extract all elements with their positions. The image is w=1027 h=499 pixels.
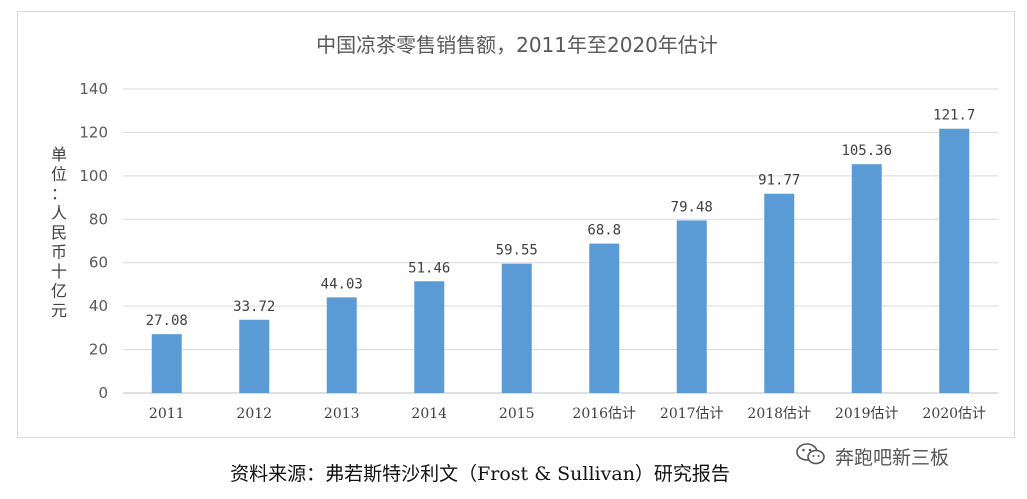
bar xyxy=(414,281,445,393)
x-tick-label: 2011 xyxy=(149,406,185,422)
bars xyxy=(151,128,970,393)
y-tick-label: 80 xyxy=(89,210,108,228)
x-tick-label: 2012 xyxy=(236,406,272,422)
chart-svg: 中国凉茶零售销售额，2011年至2020年估计 0 20 40 60 80 100 120 1… xyxy=(51,33,998,422)
data-label: 51.46 xyxy=(408,260,450,276)
y-axis-label-char: ： xyxy=(51,184,67,203)
bar xyxy=(676,220,707,393)
bar xyxy=(939,128,970,393)
data-label: 79.48 xyxy=(671,199,713,215)
source-note: 资料来源：弗若斯特沙利文（Frost & Sullivan）研究报告 xyxy=(230,463,730,485)
bar xyxy=(851,164,882,393)
data-labels: 27.08 33.72 44.03 51.46 59.55 68.8 79.48 91.77 1… xyxy=(146,108,976,329)
x-tick-label: 2020估计 xyxy=(922,406,986,422)
y-tick-labels: 0 20 40 60 80 100 120 140 xyxy=(79,80,108,402)
y-tick-label: 40 xyxy=(89,297,108,315)
y-axis-label-char: 十 xyxy=(51,262,67,281)
y-tick-label: 0 xyxy=(98,384,108,402)
bar xyxy=(501,263,532,393)
x-tick-label: 2015 xyxy=(499,406,535,422)
y-axis-label-char: 元 xyxy=(51,301,67,320)
y-axis-label-char: 亿 xyxy=(51,282,67,301)
y-axis-label-char: 位 xyxy=(51,165,67,184)
data-label: 105.36 xyxy=(841,143,892,159)
y-tick-label: 100 xyxy=(79,167,108,185)
y-tick-label: 120 xyxy=(79,123,108,141)
bar xyxy=(764,193,795,393)
bar xyxy=(589,243,620,393)
data-label: 33.72 xyxy=(233,299,275,315)
data-label: 121.7 xyxy=(933,108,975,124)
chart-frame: 中国凉茶零售销售额，2011年至2020年估计 0 20 40 60 80 100 120 1… xyxy=(17,11,1015,438)
data-label: 44.03 xyxy=(321,276,363,292)
x-tick-label: 2013 xyxy=(324,406,360,422)
x-tick-label: 2016估计 xyxy=(572,406,636,422)
bar xyxy=(326,297,357,393)
x-tick-labels: 2011 2012 2013 2014 2015 2016估计 2017估计 2018估计 20… xyxy=(149,406,986,422)
watermark-text: 奔跑吧新三板 xyxy=(835,446,950,469)
bar xyxy=(151,334,182,393)
x-tick-label: 2018估计 xyxy=(747,406,811,422)
x-tick-label: 2014 xyxy=(411,406,447,422)
x-tick-label: 2017估计 xyxy=(660,406,724,422)
y-axis-label-char: 人 xyxy=(51,204,67,223)
data-label: 27.08 xyxy=(146,313,188,329)
y-tick-label: 20 xyxy=(89,341,108,359)
data-label: 59.55 xyxy=(496,243,538,259)
bar xyxy=(239,319,270,393)
chart-title: 中国凉茶零售销售额，2011年至2020年估计 xyxy=(316,33,718,57)
x-tick-label: 2019估计 xyxy=(835,406,899,422)
y-tick-label: 60 xyxy=(89,254,108,272)
y-tick-label: 140 xyxy=(79,80,108,98)
data-label: 68.8 xyxy=(587,223,621,239)
y-axis-label-char: 单 xyxy=(51,145,67,164)
y-axis-label-char: 民 xyxy=(51,223,67,242)
watermark: 奔跑吧新三板 xyxy=(795,438,949,474)
data-label: 91.77 xyxy=(758,173,800,189)
y-axis-label-char: 币 xyxy=(51,243,67,262)
wechat-icon xyxy=(795,441,827,471)
